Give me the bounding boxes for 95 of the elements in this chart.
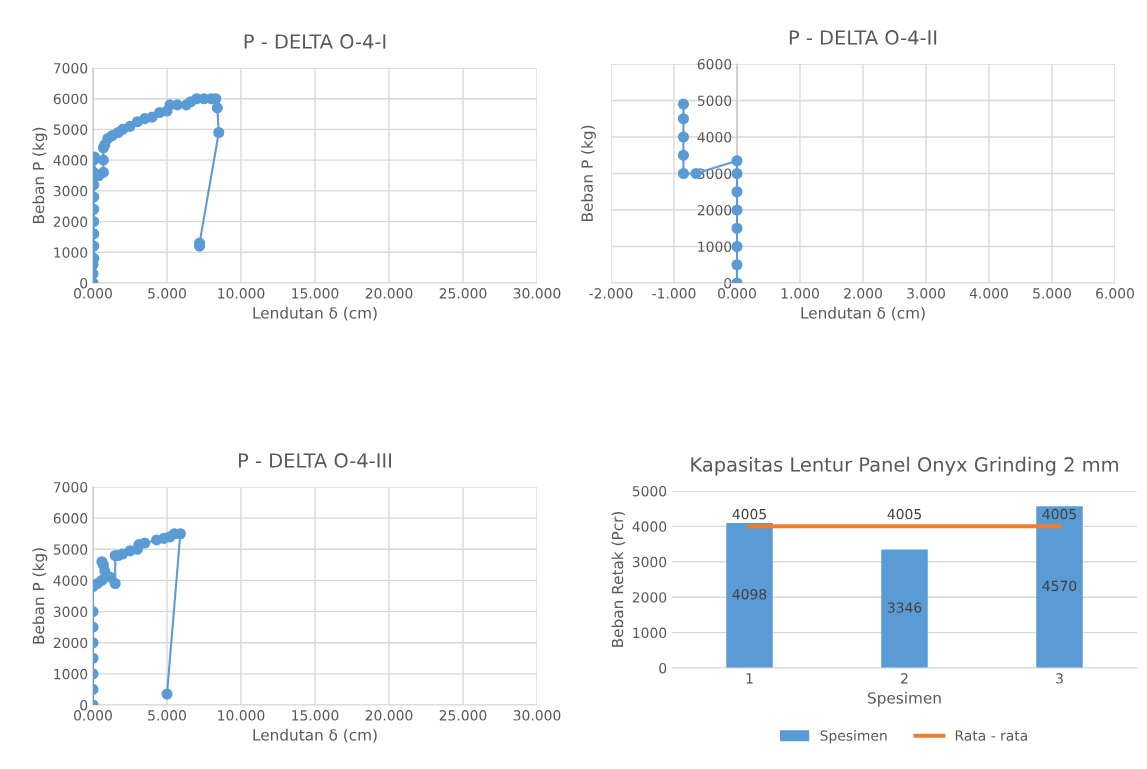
- y-tick-label: 2000: [632, 592, 667, 603]
- point: [211, 102, 223, 114]
- bar: [881, 549, 928, 668]
- point: [109, 577, 121, 590]
- y-tick-label: 5000: [53, 544, 88, 555]
- point: [677, 98, 690, 110]
- point: [731, 186, 743, 198]
- x-tick-label: 2.000: [844, 288, 882, 299]
- y-axis-title: Beban Retak (Pcr): [611, 511, 626, 647]
- point: [677, 149, 690, 161]
- data-label: 3346: [887, 602, 922, 613]
- y-axis-title: Beban P (kg): [32, 127, 48, 224]
- y-tick-label: 6000: [53, 93, 88, 105]
- y-tick-label: 4000: [53, 575, 88, 586]
- x-tick-label: 4.000: [969, 288, 1008, 299]
- chart-title: Kapasitas Lentur Panel Onyx Grinding 2 mm: [691, 456, 1118, 476]
- point: [731, 167, 743, 180]
- x-tick-label: 6.000: [1096, 288, 1134, 299]
- point: [677, 113, 690, 125]
- point: [731, 259, 743, 271]
- y-tick-label: 3000: [632, 556, 667, 568]
- point: [731, 155, 743, 167]
- y-tick-label: 1000: [633, 627, 667, 639]
- x-tick-label: -2.000: [589, 288, 633, 299]
- x-axis-title: Spesimen: [868, 691, 941, 707]
- y-tick-label: 5000: [53, 124, 88, 135]
- x-tick-label: 3.000: [907, 288, 945, 299]
- chart-title: P - DELTA O-4-II: [789, 30, 937, 45]
- x-tick-label: 0.000: [718, 288, 756, 299]
- x-tick-label: 25.000: [439, 710, 487, 721]
- point: [731, 204, 743, 216]
- bar: [726, 522, 773, 668]
- point: [96, 574, 108, 586]
- data-label: 4005: [887, 508, 921, 520]
- x-tick-label: 5.000: [148, 710, 186, 721]
- point: [213, 126, 225, 139]
- y-tick-label: 5000: [697, 95, 732, 106]
- y-tick-label: 1000: [54, 668, 88, 680]
- chart-title: P - DELTA O-4-III: [239, 453, 391, 468]
- x-tick-label: -1.000: [652, 288, 696, 299]
- x-tick-label: 0.000: [74, 288, 112, 299]
- y-tick-label: 1000: [698, 241, 732, 252]
- x-tick-label: 1.000: [781, 288, 819, 299]
- x-axis-title: Lendutan δ (cm): [253, 728, 377, 743]
- x-tick-label: 15.000: [292, 710, 339, 721]
- point: [731, 240, 743, 253]
- point: [677, 131, 690, 143]
- data-label: 4005: [1042, 508, 1076, 520]
- x-tick-label: 10.000: [218, 710, 265, 721]
- x-tick-label: 30.000: [513, 710, 561, 721]
- x-axis-title: Lendutan δ (cm): [253, 306, 377, 321]
- y-tick-label: 7000: [53, 481, 88, 493]
- x-tick-label: 15.000: [292, 288, 339, 299]
- x-tick-label: 25.000: [439, 288, 487, 299]
- x-tick-label: 30.000: [513, 288, 561, 299]
- x-tick-label: 20.000: [365, 288, 413, 299]
- y-tick-label: 2000: [53, 216, 88, 228]
- x-tick-label: 0.000: [74, 710, 112, 721]
- data-label: 4005: [732, 508, 766, 520]
- data-label: 4570: [1042, 580, 1077, 592]
- chart-title: P - DELTA O-4-I: [244, 34, 386, 49]
- y-tick-label: 0: [80, 699, 88, 711]
- y-tick-label: 0: [80, 277, 88, 289]
- y-tick-label: 6000: [697, 58, 732, 70]
- y-tick-label: 2000: [697, 204, 732, 216]
- x-tick-label: 1: [746, 673, 753, 684]
- y-axis-title: Beban P (kg): [32, 548, 48, 644]
- x-tick-label: 5.000: [1033, 288, 1071, 299]
- x-tick-label: 20.000: [365, 710, 413, 721]
- point: [677, 167, 690, 180]
- point: [161, 688, 173, 700]
- y-axis-title: Beban P (kg): [581, 125, 596, 222]
- bar: [1036, 506, 1083, 668]
- y-tick-label: 1000: [54, 247, 88, 258]
- y-tick-label: 3000: [53, 606, 88, 618]
- data-label: 4098: [732, 588, 767, 600]
- x-tick-label: 3: [1056, 673, 1063, 684]
- x-tick-label: 5.000: [148, 288, 186, 299]
- y-tick-label: 2000: [53, 637, 88, 649]
- y-tick-label: 3000: [53, 185, 88, 197]
- point: [731, 222, 743, 234]
- y-tick-label: 4000: [632, 521, 667, 532]
- x-tick-label: 2: [901, 673, 908, 684]
- legend-label: Spesimen: [820, 730, 887, 744]
- legend-label: Rata - rata: [955, 730, 1028, 741]
- y-tick-label: 4000: [53, 155, 88, 166]
- y-tick-label: 4000: [697, 131, 732, 143]
- y-tick-label: 5000: [632, 485, 667, 497]
- y-tick-label: 6000: [53, 513, 88, 524]
- point: [139, 537, 151, 549]
- x-axis-title: Lendutan δ (cm): [801, 306, 925, 321]
- y-tick-label: 0: [659, 662, 667, 674]
- x-tick-label: 10.000: [218, 288, 265, 299]
- y-tick-label: 7000: [53, 62, 88, 74]
- y-tick-label: 0: [724, 277, 732, 289]
